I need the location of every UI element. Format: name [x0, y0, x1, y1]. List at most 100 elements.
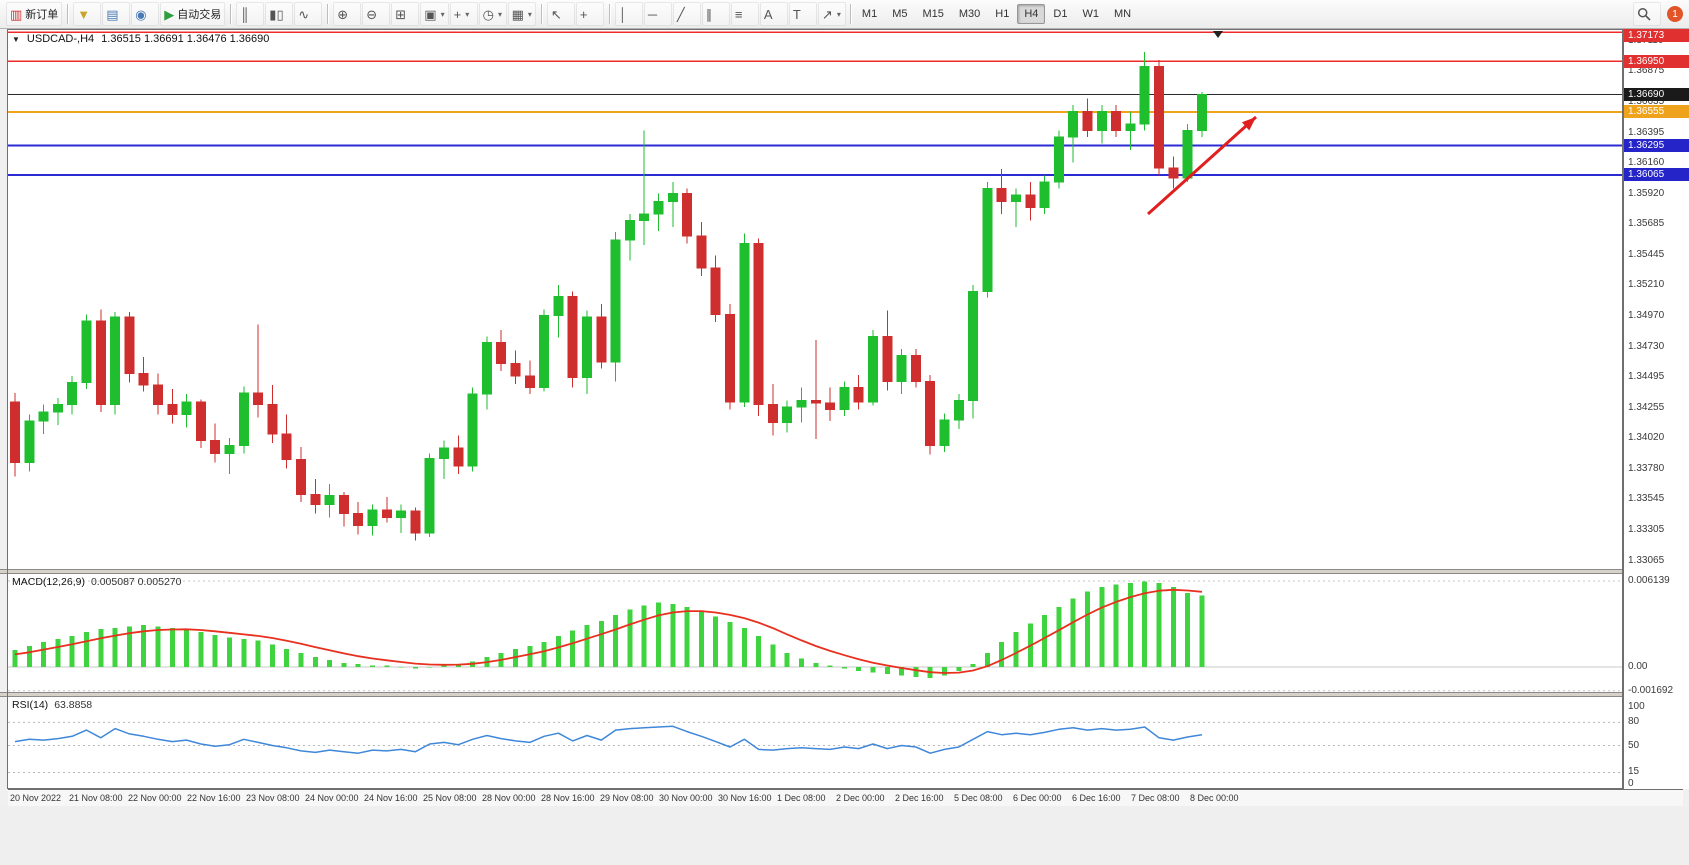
- macd-histogram-bar: [1199, 595, 1205, 667]
- bar-chart-button[interactable]: ║: [236, 2, 265, 26]
- macd-histogram-bar: [956, 667, 962, 672]
- arrows-button[interactable]: ↗ ▾: [817, 2, 846, 26]
- timeframe-h1[interactable]: H1: [995, 8, 1010, 20]
- timeframe-m15[interactable]: M15: [922, 8, 944, 20]
- vertical-line-button[interactable]: │: [614, 2, 643, 26]
- candle: [1068, 104, 1079, 163]
- timeframe-w1[interactable]: W1: [1082, 8, 1099, 20]
- time-label: 25 Nov 08:00: [423, 793, 477, 803]
- candlestick-chart-button[interactable]: ▮▯: [265, 2, 294, 26]
- candle: [868, 329, 878, 406]
- toolbar-separator: [608, 4, 610, 24]
- line-chart-button[interactable]: ∿: [294, 2, 323, 26]
- macd-histogram-bar: [799, 658, 804, 667]
- time-label: 24 Nov 16:00: [364, 793, 418, 803]
- price-badge: 1.36690: [1624, 88, 1689, 102]
- macd-signal-line: [14, 588, 1202, 674]
- rsi-title: RSI(14) 63.8858: [12, 699, 92, 711]
- crosshair-button[interactable]: +: [575, 2, 604, 26]
- timeframe-m1[interactable]: M1: [861, 8, 878, 20]
- panel-splitter[interactable]: [0, 692, 1689, 697]
- candle: [424, 453, 435, 537]
- new-chart-button[interactable]: + ▾: [449, 2, 478, 26]
- notification-count: 1: [1672, 8, 1678, 20]
- rsi-axis-label: 50: [1628, 739, 1640, 751]
- macd-histogram-bar: [441, 665, 447, 667]
- macd-histogram-bar: [841, 667, 847, 669]
- data-window-button[interactable]: ▤: [102, 2, 131, 26]
- candle: [539, 309, 550, 392]
- trendline-button[interactable]: ╱: [672, 2, 701, 26]
- horizontal-line-button[interactable]: ─: [643, 2, 672, 26]
- candle: [67, 376, 78, 415]
- rsi-panel[interactable]: [8, 697, 1623, 789]
- fibonacci-button[interactable]: ≡: [730, 2, 759, 26]
- price-scale[interactable]: 1.371101.368751.366351.363951.361601.359…: [1623, 29, 1689, 789]
- candle: [353, 502, 364, 535]
- timeframe-m30[interactable]: M30: [958, 8, 981, 20]
- candle: [181, 394, 192, 428]
- candle: [439, 440, 449, 479]
- panel-splitter[interactable]: [0, 569, 1689, 574]
- tile-windows-button[interactable]: ⊞: [391, 2, 420, 26]
- toolbar-separator: [849, 4, 851, 24]
- macd-label: MACD(12,26,9): [12, 576, 85, 588]
- profiles-button[interactable]: ▣ ▾: [420, 2, 449, 26]
- macd-histogram-bar: [84, 631, 89, 667]
- chevron-down-icon[interactable]: ▼: [12, 34, 20, 44]
- equidistant-channel-button[interactable]: ∥: [701, 2, 730, 26]
- candle: [95, 309, 106, 413]
- zoom-out-icon: ⊖: [366, 6, 378, 22]
- zoom-out-button[interactable]: ⊖: [362, 2, 391, 26]
- navigator-button[interactable]: ◉: [131, 2, 160, 26]
- line-chart-icon: ∿: [298, 6, 310, 22]
- candle: [796, 387, 807, 423]
- chart-shift-marker[interactable]: [1213, 31, 1223, 38]
- macd-panel[interactable]: [8, 574, 1623, 692]
- candle: [582, 310, 592, 395]
- autotrade-button[interactable]: ▶ 自动交易: [160, 2, 226, 26]
- time-label: 1 Dec 08:00: [777, 793, 826, 803]
- macd-histogram-bar: [1099, 587, 1105, 667]
- macd-histogram-bar: [727, 622, 733, 667]
- crosshair-icon: +: [579, 6, 588, 22]
- text-label-button[interactable]: T: [788, 2, 817, 26]
- macd-histogram-bar: [1142, 581, 1148, 667]
- candle: [281, 414, 292, 469]
- timeframe-m5[interactable]: M5: [892, 8, 908, 20]
- price-label: 1.36395: [1628, 126, 1665, 138]
- macd-histogram-bar: [1056, 606, 1062, 667]
- timeframe-toolbar: M1 M5 M15 M30 H1 H4 D1 W1 MN: [855, 4, 1138, 24]
- periods-button[interactable]: ◷ ▾: [478, 2, 507, 26]
- funnel-button[interactable]: ▼: [73, 2, 102, 26]
- price-label: 1.33545: [1628, 492, 1665, 504]
- time-label: 2 Dec 16:00: [895, 793, 944, 803]
- time-label: 28 Nov 00:00: [482, 793, 536, 803]
- timeframe-d1[interactable]: D1: [1053, 8, 1068, 20]
- zoom-in-button[interactable]: ⊕: [333, 2, 362, 26]
- rsi-line: [14, 725, 1203, 754]
- macd-histogram-bar: [1042, 615, 1048, 667]
- candle: [38, 404, 49, 434]
- timeframe-h4[interactable]: H4: [1017, 4, 1046, 24]
- candle: [481, 336, 492, 410]
- price-badge: 1.36295: [1624, 138, 1689, 152]
- new-order-button[interactable]: ▥ 新订单: [6, 2, 63, 26]
- bottom-workspace: [0, 806, 1689, 865]
- toolbar-separator: [327, 4, 329, 24]
- macd-histogram-bar: [756, 636, 762, 667]
- trend-arrow[interactable]: [1146, 115, 1258, 216]
- search-button[interactable]: [1633, 2, 1661, 26]
- toolbar-separator: [230, 4, 232, 24]
- macd-histogram-bar: [1013, 631, 1019, 667]
- notification-badge[interactable]: 1: [1667, 6, 1683, 22]
- macd-axis-label: -0.001692: [1628, 684, 1674, 696]
- macd-histogram-bar: [770, 644, 776, 667]
- text-button[interactable]: A: [759, 2, 788, 26]
- time-scale[interactable]: 20 Nov 2022 21 Nov 08:00 22 Nov 00:00 22 No…: [8, 789, 1683, 806]
- templates-button[interactable]: ▦ ▾: [507, 2, 536, 26]
- main-chart[interactable]: [8, 29, 1623, 569]
- macd-histogram-bar: [584, 624, 590, 667]
- cursor-button[interactable]: ↖: [546, 2, 575, 26]
- timeframe-mn[interactable]: MN: [1113, 8, 1132, 20]
